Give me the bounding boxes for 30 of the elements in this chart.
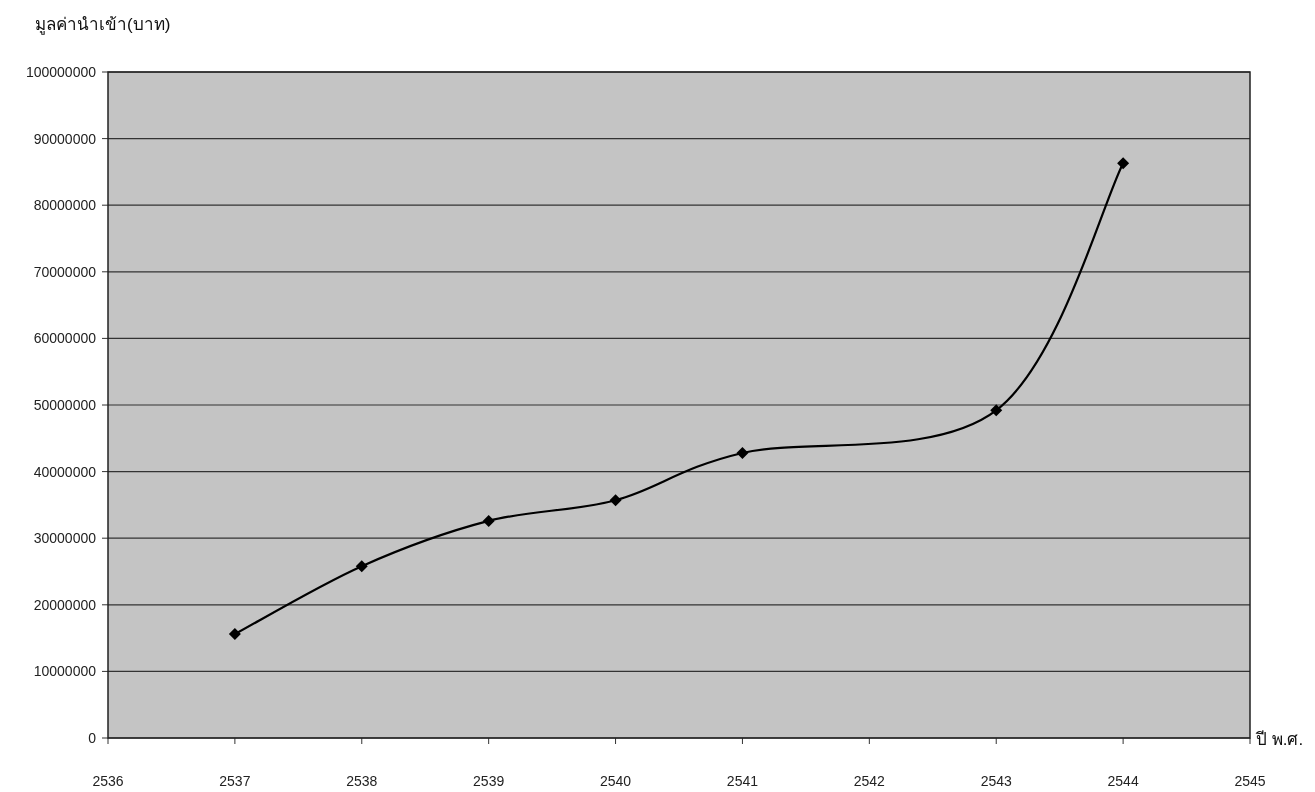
y-tick-label: 80000000 — [33, 197, 97, 214]
y-axis-title: มูลค่านำเข้า(บาท) — [35, 15, 171, 35]
x-tick-label: 2537 — [219, 773, 251, 789]
y-tick-label: 30000000 — [33, 530, 97, 547]
point — [1117, 157, 1130, 170]
point — [355, 560, 368, 573]
x-tick-label: 2536 — [92, 773, 124, 789]
point — [609, 494, 622, 507]
x-tick-label: 2543 — [980, 773, 1012, 789]
x-tick-label: 2538 — [346, 773, 378, 789]
y-tick-label: 100000000 — [25, 64, 97, 80]
x-tick-label: 2545 — [1234, 773, 1266, 789]
point — [736, 446, 749, 459]
y-tick-label: 90000000 — [33, 130, 97, 147]
y-tick-label: 20000000 — [33, 596, 97, 613]
x-tick-label: 2542 — [853, 773, 886, 789]
x-tick-label: 2541 — [726, 773, 759, 789]
point — [228, 628, 241, 641]
x-tick-label: 2539 — [473, 773, 505, 789]
point — [990, 404, 1003, 417]
point — [482, 514, 495, 527]
y-tick-label: 50000000 — [33, 397, 97, 413]
y-tick-label: 0 — [88, 730, 97, 746]
x-tick-label: 2540 — [599, 773, 632, 789]
y-tick-label: 70000000 — [33, 263, 97, 280]
y-tick-label: 10000000 — [33, 663, 97, 680]
y-tick-label: 60000000 — [33, 330, 97, 347]
x-tick-label: 2544 — [1107, 773, 1139, 789]
y-tick-label: 40000000 — [33, 463, 97, 480]
x-axis-title: ปี พ.ศ. — [1255, 730, 1304, 749]
